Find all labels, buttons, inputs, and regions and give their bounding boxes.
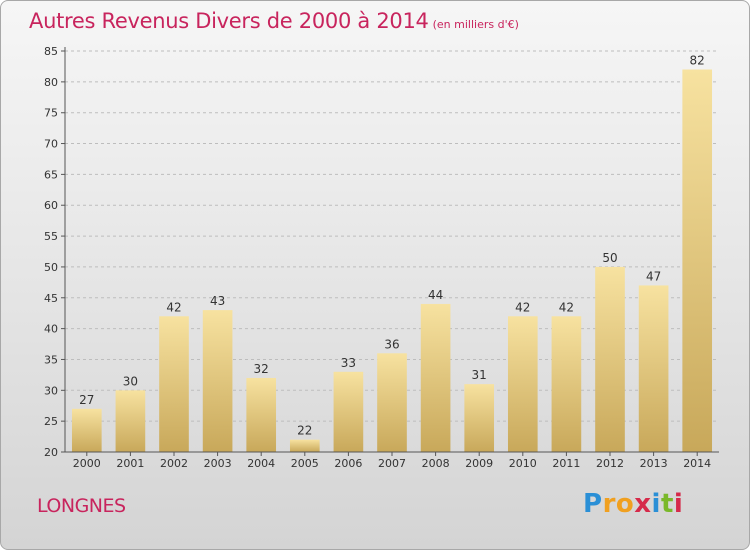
y-tick-label: 60 xyxy=(44,199,58,212)
x-tick-label: 2007 xyxy=(378,457,406,470)
y-tick-label: 75 xyxy=(44,107,58,120)
bar xyxy=(115,390,146,452)
commune-name: LONGNES xyxy=(37,495,126,517)
bar-value-label: 42 xyxy=(166,300,181,314)
bar-value-label: 43 xyxy=(210,294,225,308)
y-tick-label: 30 xyxy=(44,384,58,397)
logo-letter: x xyxy=(634,489,652,519)
chart-title: Autres Revenus Divers de 2000 à 2014 (en … xyxy=(29,9,519,33)
bar-value-label: 33 xyxy=(341,356,356,370)
bar-value-label: 31 xyxy=(472,368,487,382)
bar xyxy=(682,69,713,452)
y-tick-label: 25 xyxy=(44,415,58,428)
bar-value-label: 44 xyxy=(428,288,443,302)
x-tick-label: 2011 xyxy=(552,457,580,470)
bar xyxy=(289,439,320,452)
x-tick-label: 2002 xyxy=(160,457,188,470)
proxiti-logo[interactable]: Proxiti xyxy=(583,489,683,519)
bar xyxy=(159,316,189,452)
x-tick-label: 2003 xyxy=(204,457,232,470)
y-tick-label: 50 xyxy=(44,261,58,274)
y-tick-label: 40 xyxy=(44,323,58,336)
bar xyxy=(202,310,233,452)
bar-value-label: 47 xyxy=(646,269,661,283)
x-tick-label: 2005 xyxy=(291,457,319,470)
chart-subtitle: (en milliers d'€) xyxy=(432,18,519,31)
x-tick-label: 2006 xyxy=(334,457,362,470)
bar-value-label: 30 xyxy=(123,374,138,388)
y-tick-label: 45 xyxy=(44,292,58,305)
logo-letter: t xyxy=(660,489,674,519)
logo-letter: o xyxy=(615,489,635,519)
bar-value-label: 82 xyxy=(690,54,705,68)
bar xyxy=(507,316,538,452)
x-tick-label: 2014 xyxy=(683,457,711,470)
y-tick-label: 55 xyxy=(44,230,58,243)
y-tick-label: 35 xyxy=(44,353,58,366)
x-tick-label: 2001 xyxy=(116,457,144,470)
x-tick-label: 2010 xyxy=(509,457,537,470)
bar xyxy=(333,371,364,452)
x-tick-label: 2004 xyxy=(247,457,275,470)
bar xyxy=(551,316,582,452)
y-tick-label: 70 xyxy=(44,138,58,151)
bar-value-label: 50 xyxy=(602,251,617,265)
bar-value-label: 42 xyxy=(515,300,530,314)
bar xyxy=(377,353,407,452)
x-tick-label: 2013 xyxy=(640,457,668,470)
bar xyxy=(71,408,102,452)
y-tick-label: 80 xyxy=(44,76,58,89)
bar-value-label: 32 xyxy=(254,362,269,376)
x-tick-label: 2009 xyxy=(465,457,493,470)
bar xyxy=(595,266,625,452)
x-tick-label: 2008 xyxy=(422,457,450,470)
x-tick-label: 2000 xyxy=(73,457,101,470)
bar xyxy=(246,377,277,452)
y-tick-label: 65 xyxy=(44,168,58,181)
bar-value-label: 22 xyxy=(297,424,312,438)
bar xyxy=(638,285,669,452)
bar xyxy=(464,384,495,452)
bar xyxy=(420,303,451,452)
bar-value-label: 42 xyxy=(559,300,574,314)
bar-value-label: 36 xyxy=(384,337,399,351)
y-tick-label: 20 xyxy=(44,446,58,459)
y-tick-label: 85 xyxy=(44,45,58,58)
x-tick-label: 2012 xyxy=(596,457,624,470)
chart-title-text: Autres Revenus Divers de 2000 à 2014 xyxy=(29,9,429,33)
logo-letter: P xyxy=(583,489,603,519)
logo-letter: i xyxy=(651,489,661,519)
logo-letter: r xyxy=(602,489,616,519)
bar-value-label: 27 xyxy=(79,393,94,407)
logo-letter: i xyxy=(673,489,684,519)
